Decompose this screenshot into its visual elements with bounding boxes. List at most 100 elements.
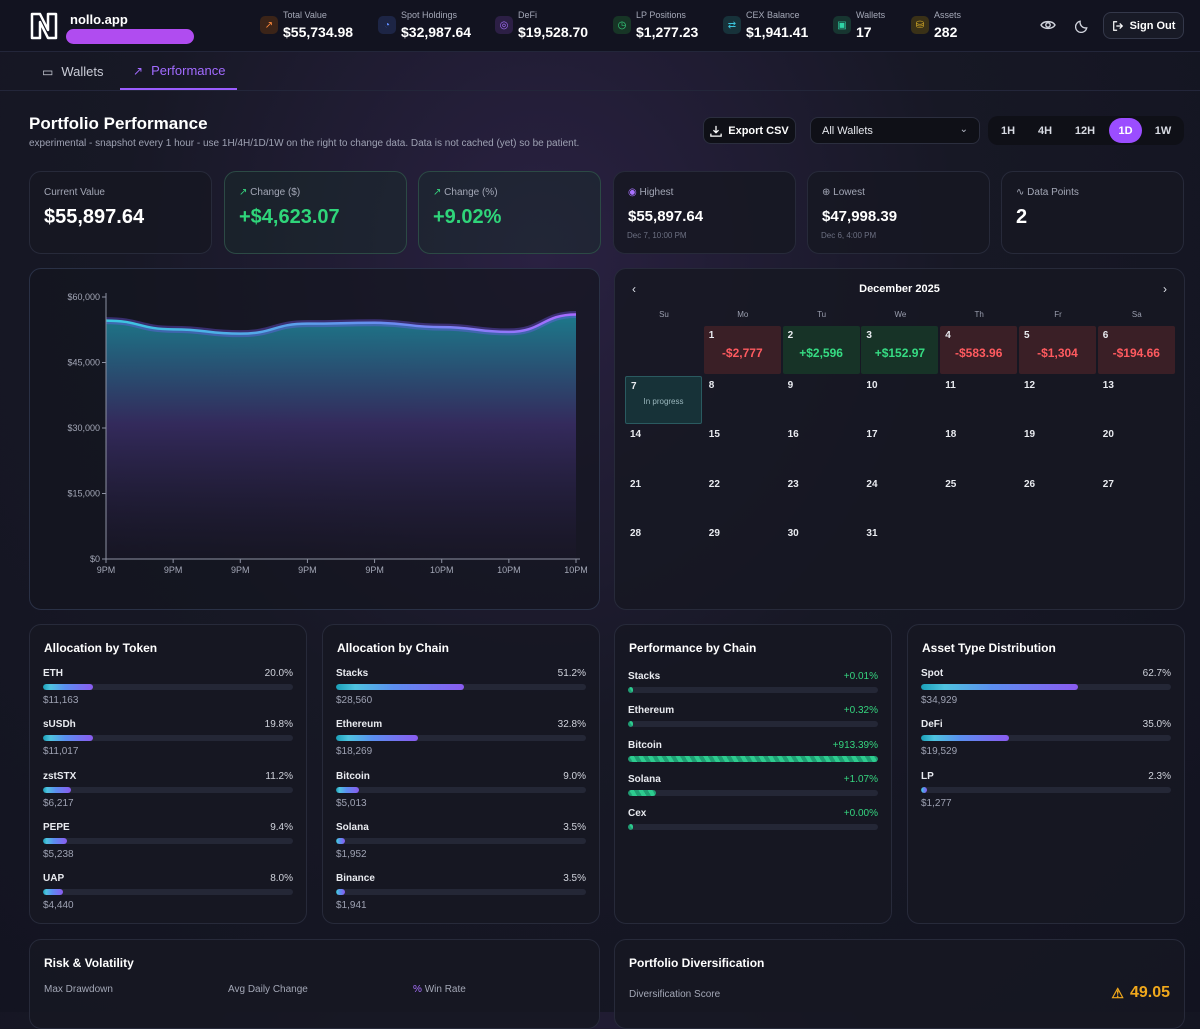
- card-title: Risk & Volatility: [44, 956, 134, 970]
- performance-area-chart[interactable]: $0 $15,000 $30,000 $45,000 $60,000 9PM 9PM 9PM 9…: [30, 269, 601, 611]
- calendar-day-9[interactable]: 9: [783, 376, 860, 424]
- x-tick-label: 9PM: [97, 565, 116, 575]
- app-name[interactable]: nollo.app: [70, 12, 128, 27]
- nollo-logo-icon[interactable]: [28, 10, 60, 42]
- calendar-day-19[interactable]: 19: [1019, 425, 1096, 473]
- progress-track: [43, 786, 293, 793]
- moon-icon[interactable]: [1072, 15, 1092, 35]
- tab-wallets-label: Wallets: [61, 64, 104, 79]
- wallet-select[interactable]: All Wallets ⌄: [810, 117, 980, 144]
- range-4h-button[interactable]: 4H: [1037, 124, 1053, 137]
- calendar-day-26[interactable]: 26: [1019, 475, 1096, 523]
- calendar-day-16[interactable]: 16: [783, 425, 860, 473]
- metric-lowest: ⊕ Lowest $47,998.39 Dec 6, 4:00 PM: [807, 171, 990, 254]
- calendar-day-10[interactable]: 10: [861, 376, 938, 424]
- chevron-left-icon[interactable]: ‹: [632, 282, 636, 296]
- calendar-day-25[interactable]: 25: [940, 475, 1017, 523]
- calendar-day-31[interactable]: 31: [861, 524, 938, 572]
- day-number: 8: [708, 379, 715, 391]
- calendar-day-18[interactable]: 18: [940, 425, 1017, 473]
- calendar-day-21[interactable]: 21: [625, 475, 702, 523]
- item-name: Ethereum: [336, 719, 383, 731]
- calendar-day-24[interactable]: 24: [861, 475, 938, 523]
- item-percent: 2.3%: [1148, 770, 1171, 782]
- calendar-day-1[interactable]: 1 -$2,777: [703, 326, 781, 374]
- sign-out-button[interactable]: Sign Out: [1103, 12, 1184, 39]
- item-amount: $18,269: [336, 746, 373, 758]
- tab-performance[interactable]: ↗ Performance: [120, 53, 237, 90]
- item-name: Cex: [628, 808, 647, 820]
- item-name: LP: [921, 770, 934, 782]
- calendar-day-3[interactable]: 3 +$152.97: [861, 326, 939, 374]
- calendar-day-27[interactable]: 27: [1098, 475, 1175, 523]
- item-percent: 35.0%: [1142, 719, 1171, 731]
- page-title: Portfolio Performance: [29, 114, 208, 133]
- chevron-down-icon: ⌄: [959, 124, 968, 135]
- trend-up-icon: ↗: [260, 16, 278, 34]
- item-name: Solana: [336, 821, 369, 833]
- day-number: 12: [1024, 379, 1036, 391]
- item-amount: $11,163: [43, 695, 79, 706]
- allocation-by-token-card: Allocation by Token ETH 20.0% $11,163 sUSDh…: [29, 624, 307, 924]
- export-csv-label: Export CSV: [728, 124, 789, 137]
- item-amount: $5,238: [43, 848, 74, 860]
- calendar-day-23[interactable]: 23: [783, 475, 860, 523]
- range-12h-button[interactable]: 12H: [1074, 124, 1096, 137]
- day-number: 23: [787, 478, 799, 490]
- target-icon: ◉: [628, 187, 637, 198]
- day-number: 13: [1102, 379, 1114, 391]
- calendar-day-20[interactable]: 20: [1098, 425, 1175, 473]
- progress-track: [628, 755, 878, 762]
- range-1d-button[interactable]: 1D: [1109, 118, 1142, 143]
- redacted-username: [66, 29, 194, 44]
- calendar-day-5[interactable]: 5 -$1,304: [1019, 326, 1096, 374]
- chart-series-line: [105, 313, 577, 335]
- calendar-day-6[interactable]: 6 -$194.66: [1097, 326, 1175, 374]
- day-number: 27: [1102, 478, 1114, 490]
- item-name: Bitcoin: [336, 770, 370, 782]
- calendar-day-2[interactable]: 2 +$2,596: [782, 326, 860, 374]
- x-tick-label: 10PM: [564, 565, 588, 575]
- calendar-day-13[interactable]: 13: [1098, 376, 1175, 424]
- day-number: 25: [945, 478, 957, 490]
- x-tick-label: 9PM: [365, 565, 384, 575]
- eye-icon[interactable]: [1038, 15, 1058, 35]
- item-percent: +0.32%: [843, 705, 878, 717]
- metric-change-dollar: ↗ Change ($) +$4,623.07: [224, 171, 407, 254]
- range-1h-button[interactable]: 1H: [1000, 124, 1016, 137]
- calendar-day-28[interactable]: 28: [625, 524, 702, 572]
- card-title: Asset Type Distribution: [922, 641, 1056, 655]
- portfolio-diversification-card: Portfolio Diversification Diversificatio…: [614, 939, 1185, 1029]
- calendar-day-22[interactable]: 22: [704, 475, 781, 523]
- top-bar: nollo.app ↗ Total Value $55,734.98 ◔ Spo…: [0, 0, 1200, 52]
- calendar-day-14[interactable]: 14: [625, 425, 702, 473]
- calendar-day-11[interactable]: 11: [940, 376, 1017, 424]
- calendar-day-4[interactable]: 4 -$583.96: [940, 326, 1018, 374]
- range-1w-button[interactable]: 1W: [1154, 124, 1172, 137]
- item-percent: 9.4%: [270, 821, 293, 833]
- x-tick-label: 10PM: [430, 565, 454, 575]
- in-progress-label: In progress: [643, 396, 684, 406]
- calendar-day-30[interactable]: 30: [783, 524, 860, 572]
- stat-wallets: ▣ Wallets 17: [833, 9, 893, 43]
- calendar-day-7[interactable]: 7 In progress: [625, 375, 702, 424]
- clock-icon: ◷: [613, 16, 631, 34]
- calendar-day-8[interactable]: 8: [704, 376, 781, 424]
- diversification-score-value: 49.05: [1129, 984, 1170, 1001]
- tab-wallets[interactable]: ▭ Wallets: [42, 53, 103, 90]
- progress-track: [628, 721, 878, 728]
- x-tick-label: 10PM: [497, 565, 521, 575]
- calendar-day-29[interactable]: 29: [704, 524, 781, 572]
- diversification-score: ⚠ 49.05: [1111, 984, 1170, 1002]
- item-name: Binance: [336, 873, 375, 885]
- nav-tabs: ▭ Wallets ↗ Performance: [0, 53, 1200, 91]
- card-title: Allocation by Chain: [337, 641, 450, 655]
- calendar-day-12[interactable]: 12: [1019, 376, 1096, 424]
- day-number: 30: [787, 528, 799, 539]
- chevron-right-icon[interactable]: ›: [1163, 282, 1167, 296]
- download-icon: [710, 125, 723, 137]
- calendar-day-17[interactable]: 17: [861, 425, 938, 473]
- item-percent: 9.0%: [563, 770, 586, 782]
- calendar-day-15[interactable]: 15: [704, 425, 781, 473]
- export-csv-button[interactable]: Export CSV: [703, 117, 796, 144]
